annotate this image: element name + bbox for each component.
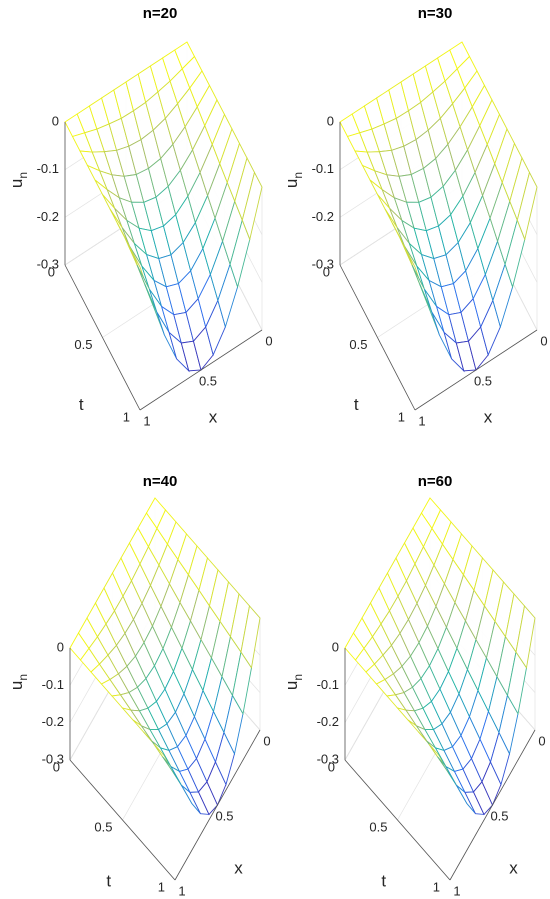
- z-label-subscript: n: [16, 674, 30, 681]
- y-axis: [64, 264, 141, 411]
- z-label-base: u: [7, 681, 26, 690]
- x-tick-label: 0.5: [474, 373, 492, 388]
- y-tick-label: 1: [433, 879, 440, 894]
- y-axis-label: t: [79, 395, 84, 414]
- mesh-cell: [241, 171, 263, 241]
- x-tick-label: 1: [418, 413, 425, 428]
- z-tick-label: 0: [327, 113, 334, 128]
- y-axis-label: t: [381, 871, 386, 890]
- x-tick-label: 0.5: [215, 808, 233, 823]
- y-axis: [344, 759, 451, 881]
- z-tick-label: 0: [57, 639, 64, 654]
- subplot-title: n=30: [418, 5, 453, 22]
- y-tick-label: 0.5: [74, 337, 92, 352]
- subplot-title: n=20: [143, 5, 178, 22]
- z-tick-label: -0.3: [42, 751, 64, 766]
- z-tick-label: -0.2: [312, 209, 334, 224]
- z-tick-label: -0.2: [317, 714, 339, 729]
- x-axis: [449, 729, 536, 881]
- x-tick-label: 0.5: [490, 808, 508, 823]
- z-label-base: u: [282, 179, 301, 188]
- x-axis: [414, 329, 538, 411]
- z-tick-label: -0.3: [37, 256, 59, 271]
- z-tick-label: -0.1: [37, 161, 59, 176]
- x-tick-label: 0: [540, 333, 547, 348]
- y-tick-label: 0.5: [349, 337, 367, 352]
- z-label-subscript: n: [291, 674, 305, 681]
- z-axis-label: un: [7, 172, 30, 188]
- y-tick-label: 0: [323, 264, 330, 279]
- mesh-cell: [516, 171, 538, 241]
- z-tick-label: -0.1: [312, 161, 334, 176]
- z-label-base: u: [7, 179, 26, 188]
- x-tick-label: 0: [538, 733, 545, 748]
- y-tick-label: 0.5: [94, 819, 112, 834]
- x-axis-label: x: [234, 858, 243, 877]
- x-axis-label: x: [509, 858, 518, 877]
- mesh-cell: [240, 605, 261, 669]
- subplot: -0.3 -0.2 -0.1 0 0 0.5 1 0 0.5 1 n=30 un t x: [282, 5, 547, 428]
- y-tick-label: 1: [123, 409, 130, 424]
- y-axis: [69, 759, 176, 881]
- z-tick-label: 0: [52, 113, 59, 128]
- x-axis-label: x: [484, 407, 493, 426]
- z-axis-label: un: [282, 674, 305, 690]
- y-axis-label: t: [354, 395, 359, 414]
- y-axis: [339, 264, 416, 411]
- subplot: -0.3 -0.2 -0.1 0 0 0.5 1 0 0.5 1 n=20 un t x: [7, 5, 272, 428]
- subplot: -0.3 -0.2 -0.1 0 0 0.5 1 0 0.5 1 n=40 un t x: [7, 473, 270, 898]
- z-tick-label: -0.3: [317, 751, 339, 766]
- x-axis: [139, 329, 263, 411]
- x-tick-label: 1: [178, 883, 185, 898]
- y-tick-label: 0: [328, 759, 335, 774]
- x-tick-label: 1: [143, 413, 150, 428]
- y-tick-label: 0: [53, 759, 60, 774]
- z-axis-label: un: [7, 674, 30, 690]
- y-tick-label: 0.5: [369, 819, 387, 834]
- y-tick-label: 1: [398, 409, 405, 424]
- z-label-base: u: [282, 681, 301, 690]
- z-tick-label: -0.2: [42, 714, 64, 729]
- y-tick-label: 0: [48, 264, 55, 279]
- z-label-subscript: n: [16, 172, 30, 179]
- z-tick-label: -0.1: [42, 677, 64, 692]
- x-tick-label: 0: [265, 333, 272, 348]
- x-tick-label: 1: [453, 883, 460, 898]
- x-tick-label: 0: [263, 733, 270, 748]
- z-label-subscript: n: [291, 172, 305, 179]
- z-tick-label: -0.1: [317, 677, 339, 692]
- z-axis-label: un: [282, 172, 305, 188]
- z-tick-label: -0.2: [37, 209, 59, 224]
- y-axis-label: t: [106, 871, 111, 890]
- subplot-title: n=60: [418, 473, 453, 490]
- x-tick-label: 0.5: [199, 373, 217, 388]
- x-axis-label: x: [209, 407, 218, 426]
- z-tick-label: -0.3: [312, 256, 334, 271]
- mesh-cell: [515, 605, 536, 669]
- subplot: -0.3 -0.2 -0.1 0 0 0.5 1 0 0.5 1 n=60 un t x: [282, 473, 545, 898]
- z-tick-label: 0: [332, 639, 339, 654]
- subplot-title: n=40: [143, 473, 178, 490]
- x-axis: [174, 729, 261, 881]
- y-tick-label: 1: [158, 879, 165, 894]
